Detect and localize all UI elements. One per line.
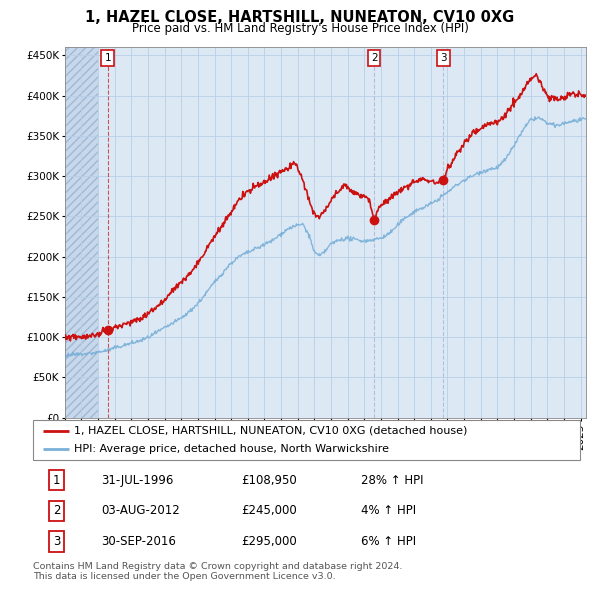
Text: 2: 2 — [53, 504, 60, 517]
Text: £245,000: £245,000 — [241, 504, 296, 517]
Text: 30-SEP-2016: 30-SEP-2016 — [101, 535, 176, 548]
Text: 31-JUL-1996: 31-JUL-1996 — [101, 474, 174, 487]
Text: HPI: Average price, detached house, North Warwickshire: HPI: Average price, detached house, Nort… — [74, 444, 389, 454]
Text: 3: 3 — [53, 535, 60, 548]
Text: 2: 2 — [371, 53, 377, 63]
Text: 6% ↑ HPI: 6% ↑ HPI — [361, 535, 416, 548]
Text: 03-AUG-2012: 03-AUG-2012 — [101, 504, 180, 517]
Text: 4% ↑ HPI: 4% ↑ HPI — [361, 504, 416, 517]
Text: 1, HAZEL CLOSE, HARTSHILL, NUNEATON, CV10 0XG: 1, HAZEL CLOSE, HARTSHILL, NUNEATON, CV1… — [85, 10, 515, 25]
Text: 28% ↑ HPI: 28% ↑ HPI — [361, 474, 424, 487]
Text: Contains HM Land Registry data © Crown copyright and database right 2024.
This d: Contains HM Land Registry data © Crown c… — [33, 562, 403, 581]
Text: 1: 1 — [104, 53, 111, 63]
Text: £295,000: £295,000 — [241, 535, 296, 548]
Text: Price paid vs. HM Land Registry's House Price Index (HPI): Price paid vs. HM Land Registry's House … — [131, 22, 469, 35]
Text: £108,950: £108,950 — [241, 474, 296, 487]
Text: 3: 3 — [440, 53, 446, 63]
Text: 1: 1 — [53, 474, 60, 487]
Text: 1, HAZEL CLOSE, HARTSHILL, NUNEATON, CV10 0XG (detached house): 1, HAZEL CLOSE, HARTSHILL, NUNEATON, CV1… — [74, 426, 467, 436]
FancyBboxPatch shape — [33, 420, 580, 460]
